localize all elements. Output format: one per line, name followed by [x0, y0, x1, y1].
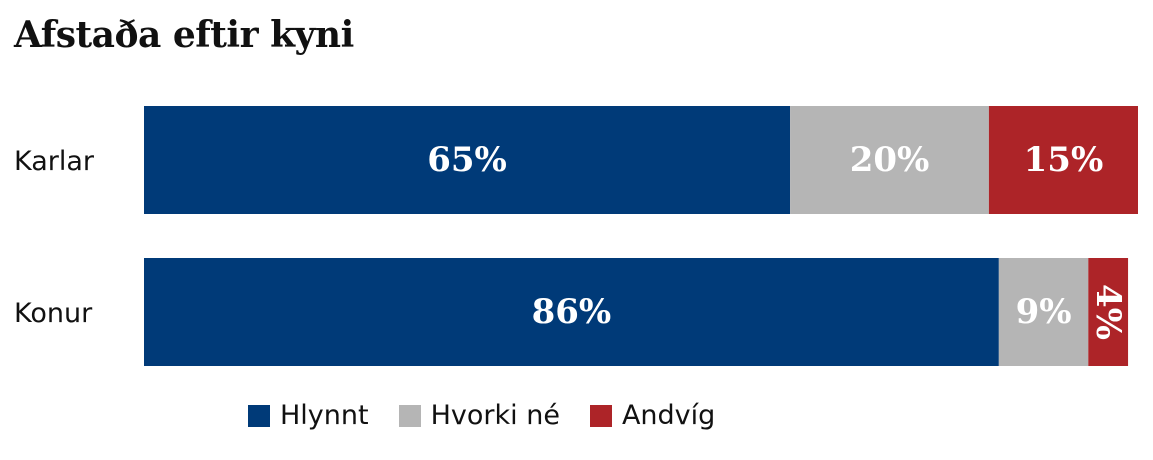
bar-segment-1-0 [144, 258, 999, 366]
category-label-1: Konur [14, 298, 93, 329]
category-label-0: Karlar [14, 146, 95, 177]
legend-label-andvig: Andvíg [621, 400, 716, 431]
bar-segment-0-2 [988, 106, 1138, 214]
data-label-0-0: 65% [427, 140, 507, 180]
legend-swatch-andvig [589, 404, 612, 427]
legend-label-hlynnt: Hlynnt [280, 400, 369, 431]
legend: Hlynnt Hvorki né Andvíg [248, 400, 715, 431]
data-label-1-0: 86% [532, 292, 612, 332]
data-label-1-1: 9% [1016, 292, 1072, 332]
bar-segment-0-1 [790, 106, 989, 214]
legend-swatch-hlynnt [248, 404, 270, 427]
bar-segment-0-0 [144, 106, 791, 214]
legend-item-hvorki-ne: Hvorki né [398, 400, 560, 431]
data-label-0-2: 15% [1024, 140, 1104, 180]
legend-item-andvig: Andvíg [589, 400, 716, 431]
legend-swatch-hvorki-ne [398, 404, 421, 427]
stacked-bar-chart: Karlar 65% 20% 15% Konur 86% 9% 4% [14, 106, 1138, 366]
legend-item-hlynnt: Hlynnt [248, 400, 369, 431]
bar-segment-1-1 [998, 258, 1089, 366]
bar-segment-1-2 [1088, 258, 1129, 366]
data-label-1-2: 4% [1088, 284, 1128, 340]
legend-label-hvorki-ne: Hvorki né [430, 400, 560, 431]
data-label-0-1: 20% [850, 140, 930, 180]
chart-title: Afstaða eftir kyni [14, 14, 354, 56]
